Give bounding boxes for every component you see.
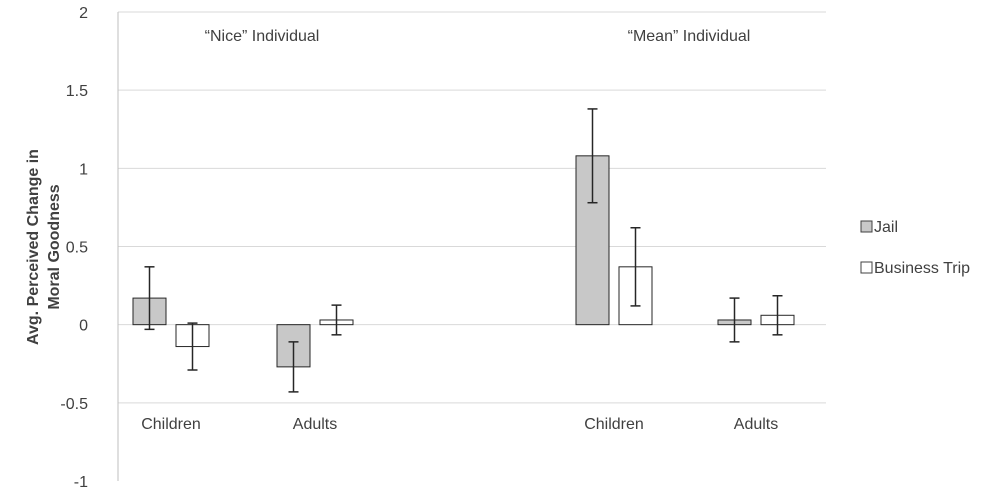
y-tick-label: 1.5 [66, 83, 88, 100]
bars [132, 155, 795, 368]
error-bar [772, 294, 783, 336]
y-axis-title-line-1: Avg. Perceived Change in [25, 149, 42, 345]
y-tick-label: 0.5 [66, 240, 88, 257]
y-tick-label: 0 [79, 318, 88, 335]
legend-swatch-jail [860, 220, 873, 233]
legend-label-jail: Jail [874, 219, 898, 236]
y-tick-labels: -1 -0.5 0 0.5 1 1.5 2 [60, 5, 88, 490]
category-label: Children [584, 416, 644, 433]
error-bar [331, 304, 342, 336]
y-tick-label: -0.5 [60, 396, 88, 413]
y-axis-title-line-2: Moral Goodness [46, 184, 63, 309]
category-label: Adults [734, 416, 778, 433]
error-bar [587, 108, 598, 204]
legend-label-business-trip: Business Trip [874, 260, 970, 277]
legend: Jail Business Trip [860, 219, 970, 277]
category-label: Children [141, 416, 201, 433]
group-titles: “Nice” Individual “Mean” Individual [205, 28, 751, 45]
y-tick-label: 1 [79, 161, 88, 178]
error-bar [144, 266, 155, 331]
category-label: Adults [293, 416, 337, 433]
error-bar [187, 322, 198, 371]
group-title: “Mean” Individual [628, 28, 751, 45]
y-tick-label: -1 [74, 474, 88, 490]
error-bar [630, 226, 641, 307]
error-bar [729, 297, 740, 343]
y-tick-label: 2 [79, 5, 88, 22]
legend-swatch-business-trip [860, 261, 873, 274]
error-bar [288, 341, 299, 393]
error-bars [144, 108, 783, 393]
group-title: “Nice” Individual [205, 28, 320, 45]
gridlines [118, 11, 826, 404]
category-labels: Children Adults Children Adults [141, 416, 778, 433]
